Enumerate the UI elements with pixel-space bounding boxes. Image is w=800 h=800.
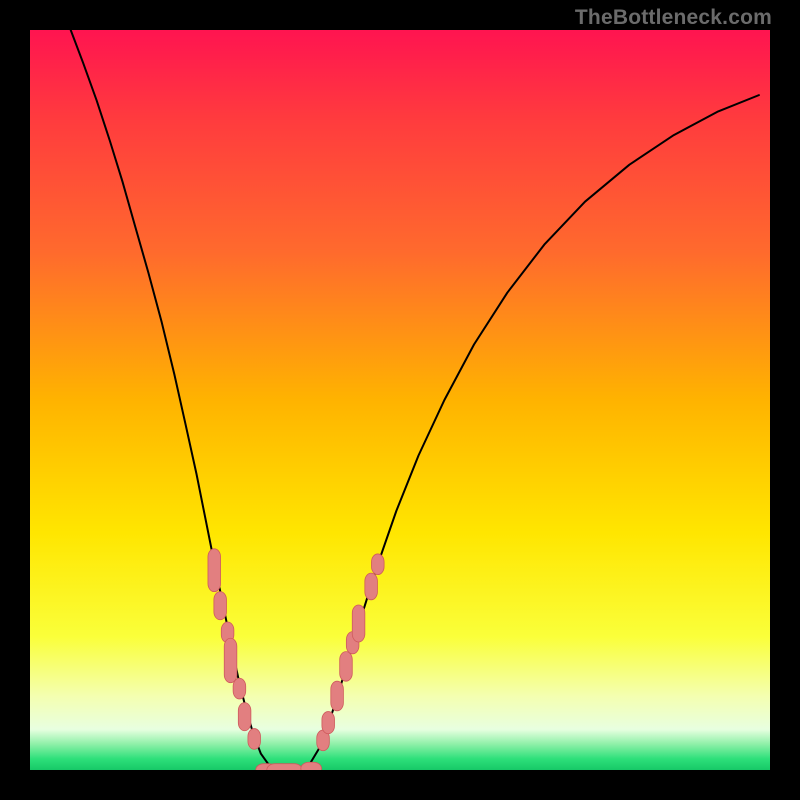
plot-svg: [30, 30, 770, 770]
data-marker: [233, 678, 246, 699]
data-marker: [340, 652, 353, 682]
data-marker: [208, 549, 221, 592]
chart-frame: TheBottleneck.com: [0, 0, 800, 800]
data-marker: [372, 554, 385, 575]
plot-area: [30, 30, 770, 770]
data-marker: [301, 762, 322, 770]
data-marker: [238, 703, 251, 731]
data-marker: [248, 729, 261, 750]
data-marker: [365, 573, 378, 600]
data-marker: [267, 764, 303, 770]
data-marker: [331, 681, 344, 711]
data-marker: [224, 638, 237, 682]
gradient-background: [30, 30, 770, 770]
data-marker: [352, 605, 365, 642]
watermark-text: TheBottleneck.com: [575, 6, 772, 30]
data-marker: [214, 592, 227, 620]
data-marker: [322, 712, 335, 734]
